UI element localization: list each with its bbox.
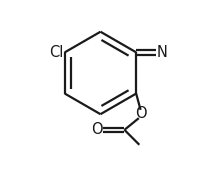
Text: Cl: Cl [49, 45, 63, 60]
Text: O: O [91, 122, 103, 137]
Text: N: N [157, 45, 168, 60]
Text: O: O [135, 106, 146, 121]
